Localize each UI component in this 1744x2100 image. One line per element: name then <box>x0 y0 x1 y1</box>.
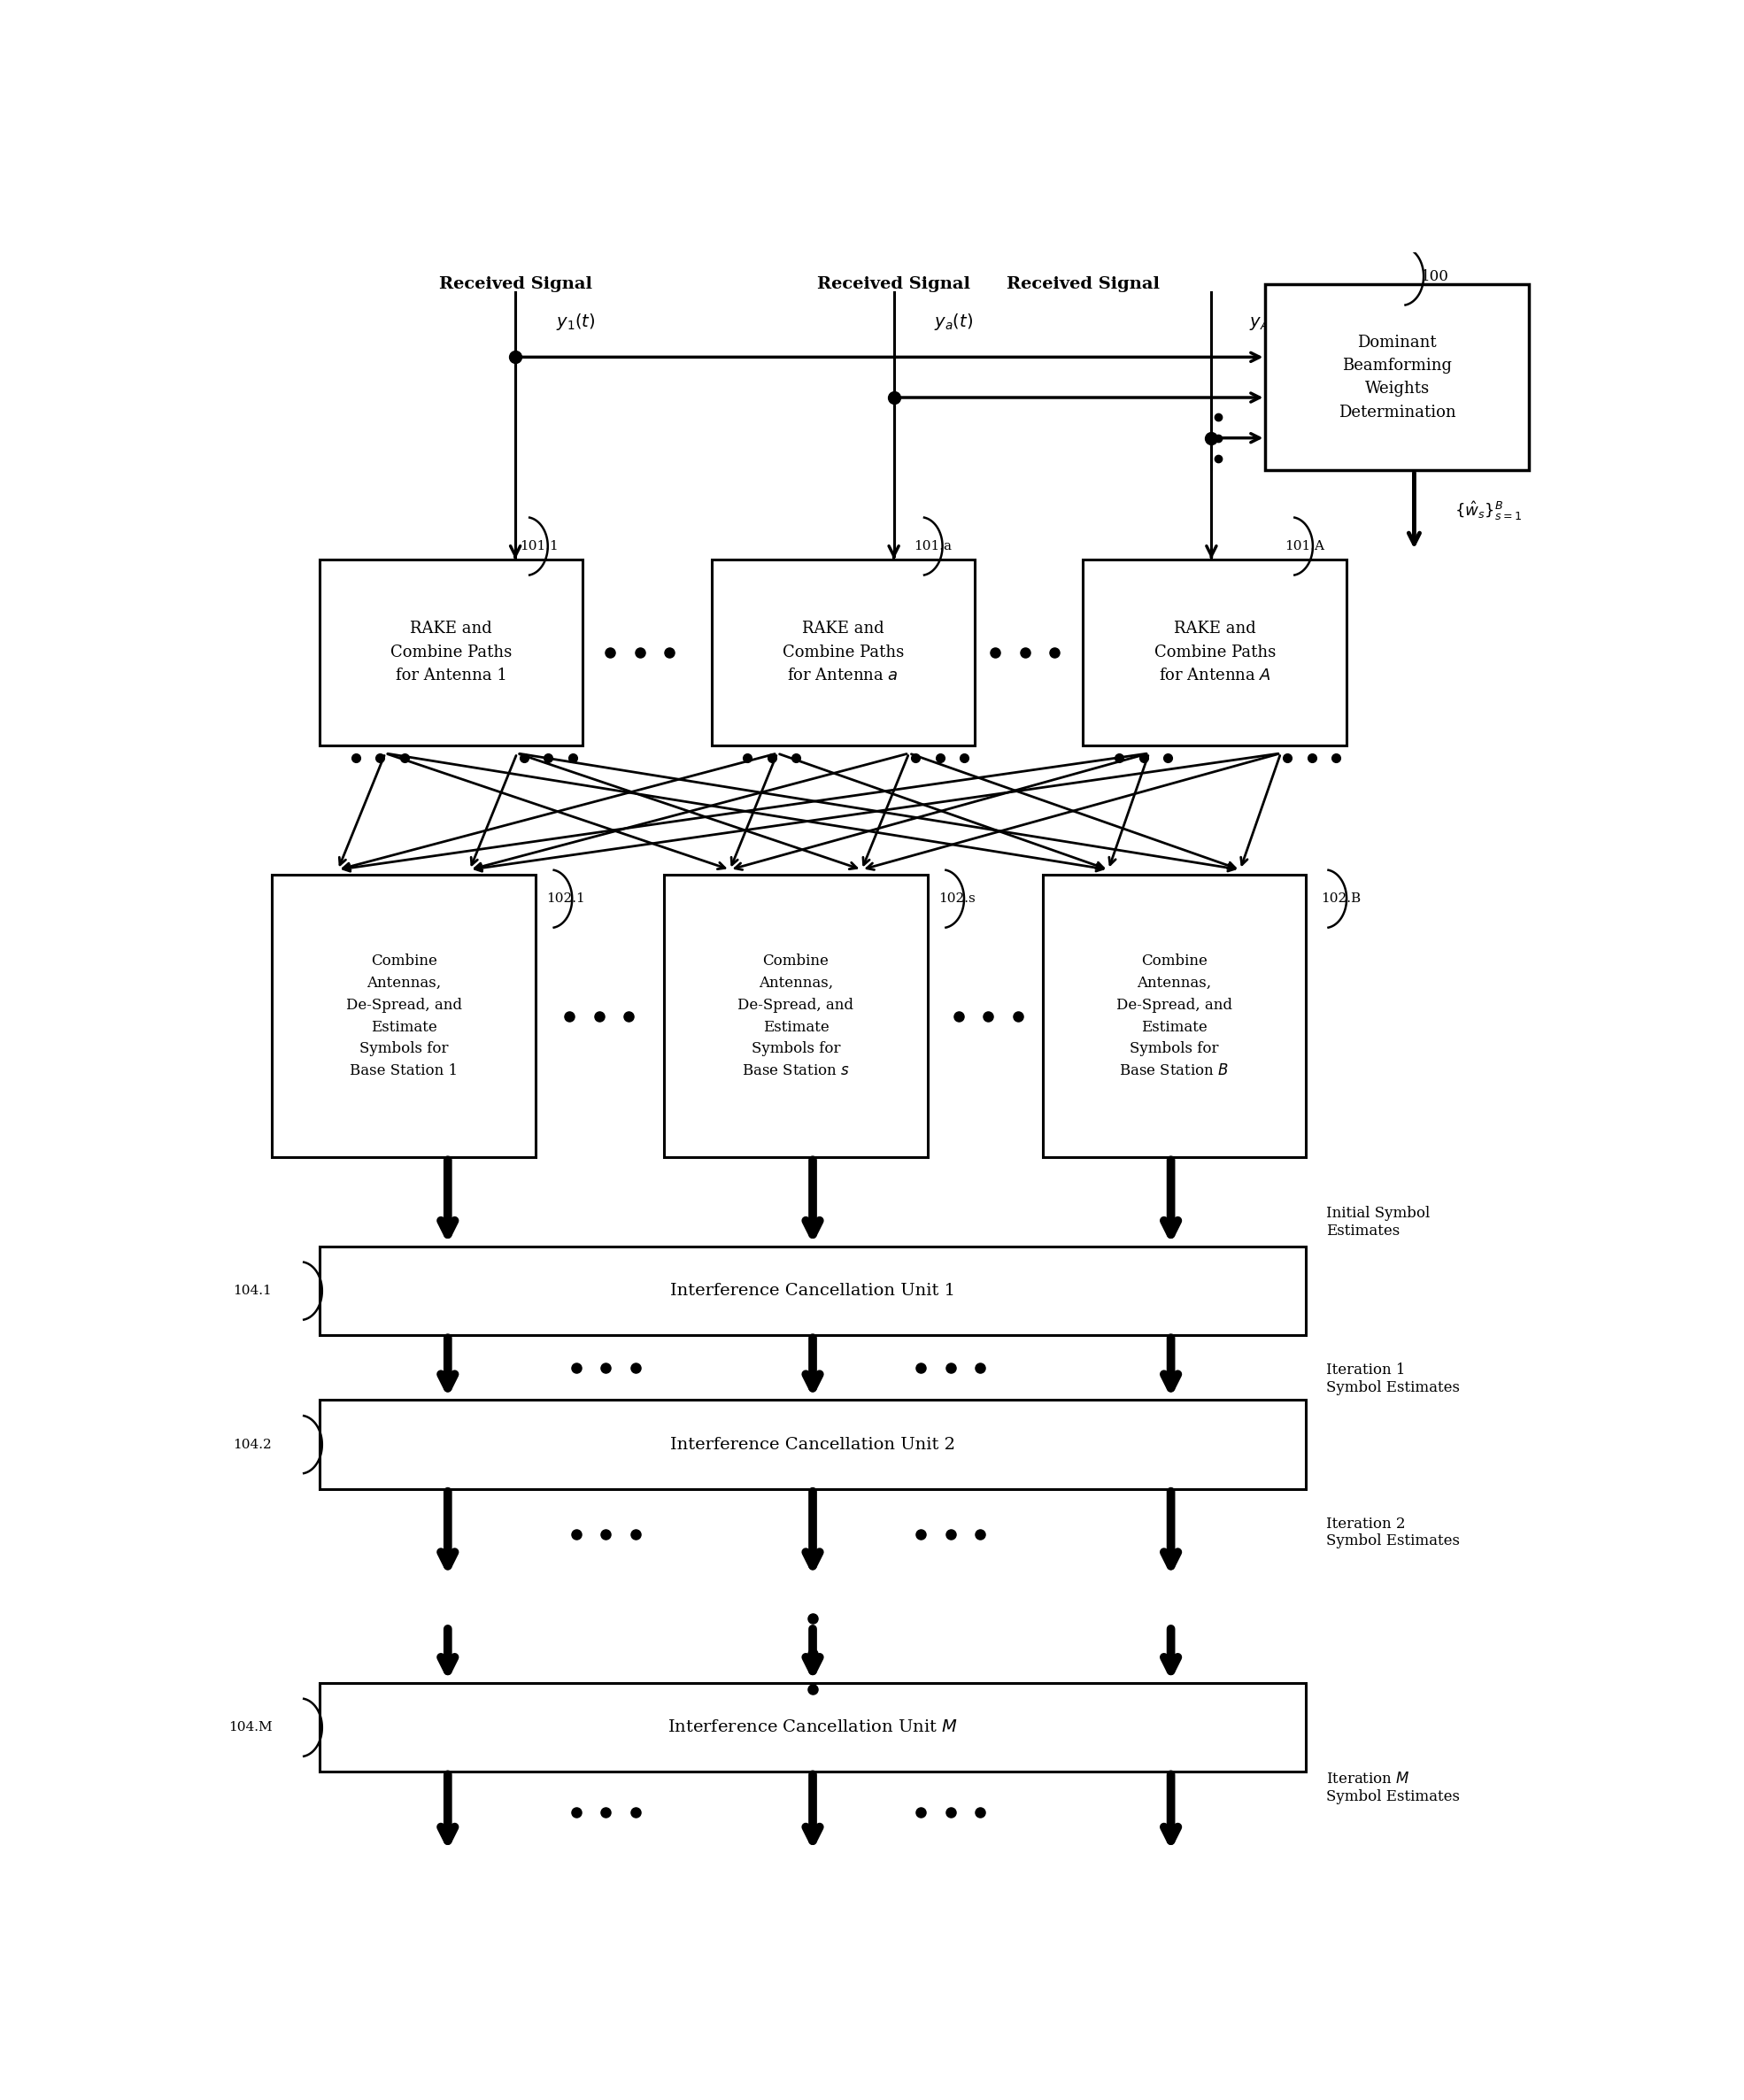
Bar <box>1266 284 1529 470</box>
Text: 104.2: 104.2 <box>234 1439 272 1451</box>
Text: Iteration $M$
Symbol Estimates: Iteration $M$ Symbol Estimates <box>1327 1772 1460 1804</box>
Text: Combine
Antennas,
De-Spread, and
Estimate
Symbols for
Base Station $s$: Combine Antennas, De-Spread, and Estimat… <box>738 953 855 1079</box>
Bar <box>319 1401 1306 1489</box>
Text: Dominant
Beamforming
Weights
Determination: Dominant Beamforming Weights Determinati… <box>1339 334 1456 420</box>
Text: 101.A: 101.A <box>1284 540 1324 552</box>
Text: $y_A(t)$: $y_A(t)$ <box>1249 311 1289 332</box>
Text: 104.M: 104.M <box>228 1722 272 1735</box>
Text: RAKE and
Combine Paths
for Antenna 1: RAKE and Combine Paths for Antenna 1 <box>391 622 513 683</box>
Bar <box>319 559 582 746</box>
Text: Interference Cancellation Unit 1: Interference Cancellation Unit 1 <box>670 1283 956 1300</box>
Text: $\{\hat{w}_s\}_{s=1}^{B}$: $\{\hat{w}_s\}_{s=1}^{B}$ <box>1454 500 1523 523</box>
Bar <box>1083 559 1346 746</box>
Text: Interference Cancellation Unit $M$: Interference Cancellation Unit $M$ <box>668 1720 957 1735</box>
Text: 101.1: 101.1 <box>520 540 558 552</box>
Bar <box>664 874 928 1157</box>
Text: RAKE and
Combine Paths
for Antenna $a$: RAKE and Combine Paths for Antenna $a$ <box>783 622 903 683</box>
Text: 102.1: 102.1 <box>546 892 586 905</box>
Text: RAKE and
Combine Paths
for Antenna $A$: RAKE and Combine Paths for Antenna $A$ <box>1155 622 1275 683</box>
Bar <box>319 1247 1306 1336</box>
Text: Received Signal: Received Signal <box>818 277 970 292</box>
Bar <box>712 559 975 746</box>
Text: Received Signal: Received Signal <box>439 277 591 292</box>
Bar <box>1043 874 1306 1157</box>
Text: 104.1: 104.1 <box>234 1285 272 1298</box>
Bar <box>319 1682 1306 1772</box>
Text: $y_a(t)$: $y_a(t)$ <box>935 311 973 332</box>
Text: $y_1(t)$: $y_1(t)$ <box>556 311 595 332</box>
Text: Initial Symbol
Estimates: Initial Symbol Estimates <box>1327 1205 1430 1239</box>
Text: 101.a: 101.a <box>914 540 952 552</box>
Text: Iteration 1
Symbol Estimates: Iteration 1 Symbol Estimates <box>1327 1363 1460 1394</box>
Text: 102.B: 102.B <box>1320 892 1360 905</box>
Text: Interference Cancellation Unit 2: Interference Cancellation Unit 2 <box>670 1436 956 1453</box>
Bar <box>272 874 535 1157</box>
Text: 102.s: 102.s <box>938 892 975 905</box>
Text: Received Signal: Received Signal <box>1006 277 1160 292</box>
Text: Combine
Antennas,
De-Spread, and
Estimate
Symbols for
Base Station $B$: Combine Antennas, De-Spread, and Estimat… <box>1116 953 1233 1079</box>
Text: 100: 100 <box>1421 269 1449 284</box>
Text: Combine
Antennas,
De-Spread, and
Estimate
Symbols for
Base Station 1: Combine Antennas, De-Spread, and Estimat… <box>345 953 462 1079</box>
Text: Iteration 2
Symbol Estimates: Iteration 2 Symbol Estimates <box>1327 1516 1460 1550</box>
